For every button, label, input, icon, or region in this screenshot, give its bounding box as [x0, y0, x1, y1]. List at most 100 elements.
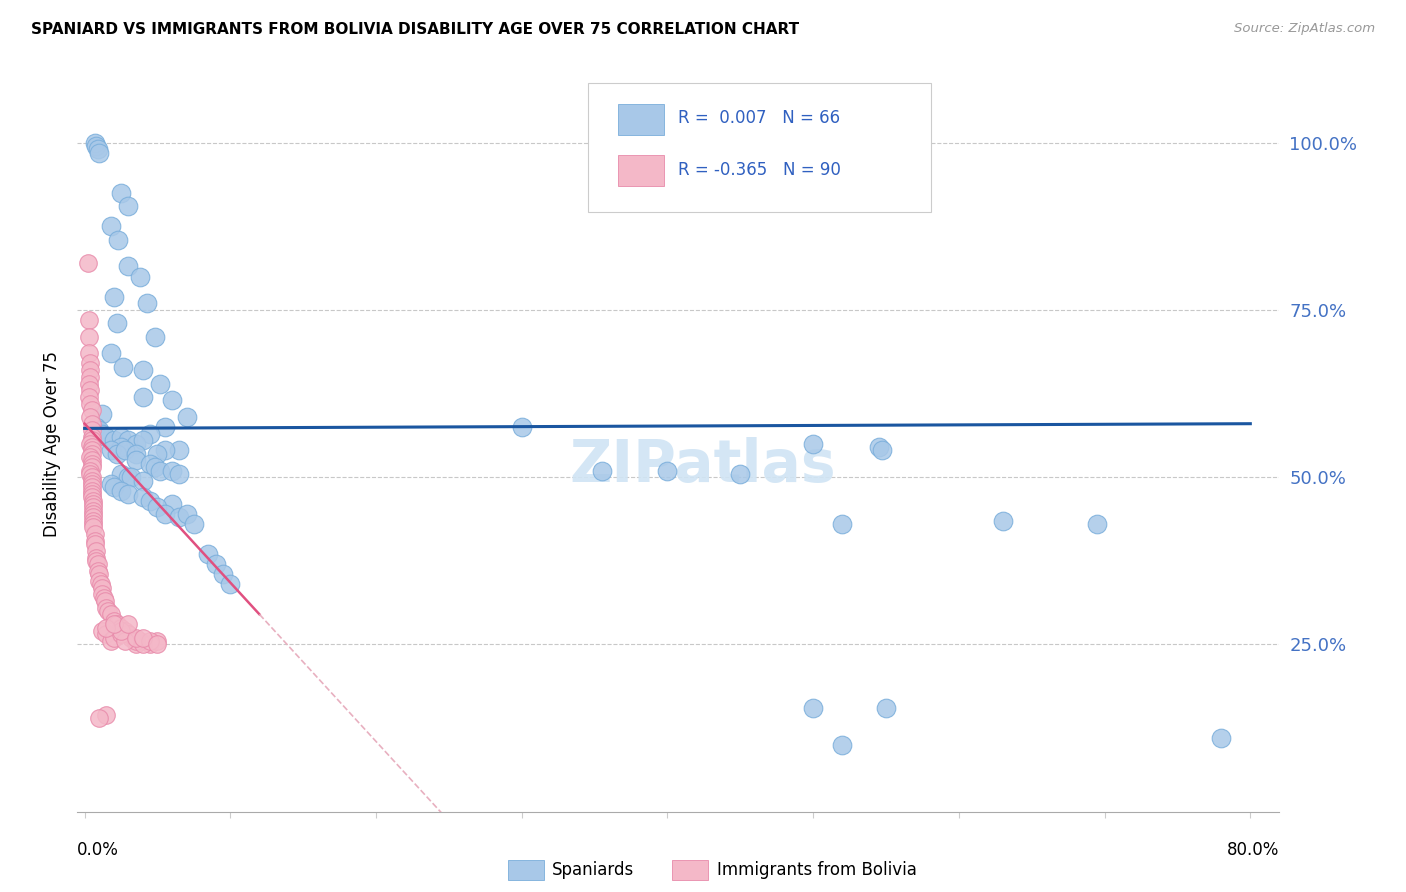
Point	[110, 186, 132, 200]
Point	[730, 467, 752, 481]
Point	[82, 503, 104, 517]
Point	[132, 474, 155, 488]
Point	[80, 424, 103, 438]
Point	[591, 464, 613, 478]
Point	[107, 233, 129, 247]
Point	[79, 410, 101, 425]
Point	[132, 637, 155, 651]
Point	[117, 260, 139, 274]
Point	[87, 557, 110, 572]
Point	[110, 621, 132, 635]
Point	[219, 577, 242, 591]
Point	[79, 356, 101, 371]
Point	[80, 430, 103, 444]
Point	[79, 396, 101, 410]
Point	[160, 393, 183, 408]
Point	[82, 500, 104, 515]
Text: SPANIARD VS IMMIGRANTS FROM BOLIVIA DISABILITY AGE OVER 75 CORRELATION CHART: SPANIARD VS IMMIGRANTS FROM BOLIVIA DISA…	[31, 22, 799, 37]
Point	[110, 627, 132, 641]
Point	[79, 363, 101, 377]
Point	[111, 359, 134, 374]
Point	[87, 142, 110, 157]
Point	[80, 457, 103, 471]
FancyBboxPatch shape	[672, 860, 709, 880]
Point	[82, 520, 104, 534]
Point	[83, 537, 105, 551]
Point	[149, 376, 172, 391]
Point	[117, 627, 139, 641]
Point	[169, 510, 191, 524]
Point	[124, 453, 146, 467]
Point	[114, 443, 136, 458]
Point	[89, 424, 111, 438]
Point	[82, 514, 104, 528]
Point	[103, 631, 125, 645]
Point	[139, 637, 162, 651]
Point	[132, 363, 155, 377]
Point	[132, 434, 155, 448]
Point	[124, 436, 146, 450]
Point	[91, 407, 114, 421]
Point	[96, 430, 118, 444]
Point	[89, 567, 111, 582]
Point	[139, 457, 162, 471]
Point	[124, 447, 146, 461]
Point	[94, 594, 117, 608]
Text: Immigrants from Bolivia: Immigrants from Bolivia	[717, 861, 917, 879]
Point	[132, 490, 155, 504]
Point	[79, 436, 101, 450]
Point	[93, 591, 115, 605]
Point	[117, 470, 139, 484]
Point	[80, 470, 103, 484]
Point	[1085, 516, 1108, 531]
Point	[80, 490, 103, 504]
Point	[100, 443, 122, 458]
Point	[80, 453, 103, 467]
Text: Spaniards: Spaniards	[553, 861, 634, 879]
Text: R = -0.365   N = 90: R = -0.365 N = 90	[679, 161, 841, 179]
Text: Source: ZipAtlas.com: Source: ZipAtlas.com	[1234, 22, 1375, 36]
Point	[169, 443, 191, 458]
Point	[80, 460, 103, 475]
Point	[868, 440, 890, 454]
Point	[79, 450, 101, 464]
Point	[110, 624, 132, 639]
Point	[110, 467, 132, 481]
Point	[875, 701, 897, 715]
Point	[146, 634, 169, 648]
Point	[80, 443, 103, 458]
Point	[77, 313, 100, 327]
Point	[139, 493, 162, 508]
Point	[89, 574, 111, 588]
Point	[82, 507, 104, 521]
Point	[114, 634, 136, 648]
Point	[110, 440, 132, 454]
Point	[83, 136, 105, 150]
Point	[114, 624, 136, 639]
Point	[132, 390, 155, 404]
Point	[146, 500, 169, 515]
Point	[129, 634, 152, 648]
Point	[84, 550, 107, 565]
Text: ZIPatlas: ZIPatlas	[569, 437, 835, 494]
Point	[87, 564, 110, 578]
Point	[801, 436, 824, 450]
Point	[831, 516, 853, 531]
Point	[96, 600, 118, 615]
Point	[80, 480, 103, 494]
Point	[82, 516, 104, 531]
Point	[84, 543, 107, 558]
Point	[97, 604, 120, 618]
Point	[153, 420, 176, 434]
Point	[80, 483, 103, 498]
Point	[124, 634, 146, 648]
Point	[110, 483, 132, 498]
Point	[153, 443, 176, 458]
Point	[80, 417, 103, 431]
Point	[991, 514, 1014, 528]
Point	[176, 507, 198, 521]
Point	[120, 470, 142, 484]
Point	[176, 410, 198, 425]
Text: R =  0.007   N = 66: R = 0.007 N = 66	[679, 109, 841, 127]
Point	[801, 701, 824, 715]
